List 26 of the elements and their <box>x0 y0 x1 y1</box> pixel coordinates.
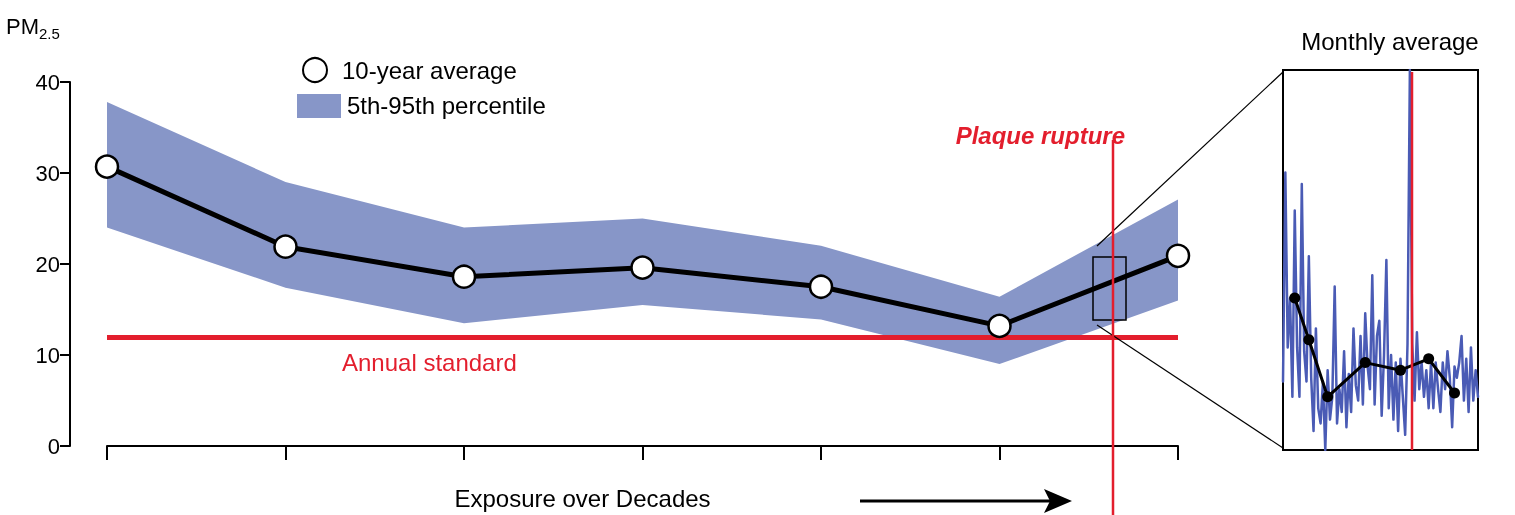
annotation: Plaque rupture <box>955 122 1125 150</box>
y-tick-label: 10 <box>35 342 60 368</box>
legend-label: 10-year average <box>342 56 517 84</box>
y-tick-label: 20 <box>35 251 60 277</box>
point <box>1423 353 1435 365</box>
point <box>94 154 120 179</box>
point <box>1289 292 1301 304</box>
y-tick-label: 0 <box>47 433 60 459</box>
y-tick-label: 30 <box>35 160 60 186</box>
ref-line-label: Annual standard <box>342 349 517 377</box>
point <box>808 274 834 299</box>
point <box>1359 357 1371 369</box>
point <box>1303 334 1315 346</box>
point <box>1322 391 1334 403</box>
point <box>1449 387 1461 399</box>
point <box>1394 364 1406 376</box>
y-tick-label: 40 <box>35 69 60 95</box>
point <box>451 264 477 289</box>
point <box>987 313 1012 339</box>
point <box>630 255 655 280</box>
chart-title: Monthly average <box>1301 27 1479 55</box>
point <box>273 234 298 259</box>
x-axis-title: Exposure over Decades <box>454 484 711 512</box>
annotation: 5th-95th percentile <box>347 91 546 119</box>
y-axis-title: PM$_{2.5}$ <box>6 14 60 43</box>
point <box>1165 243 1191 269</box>
